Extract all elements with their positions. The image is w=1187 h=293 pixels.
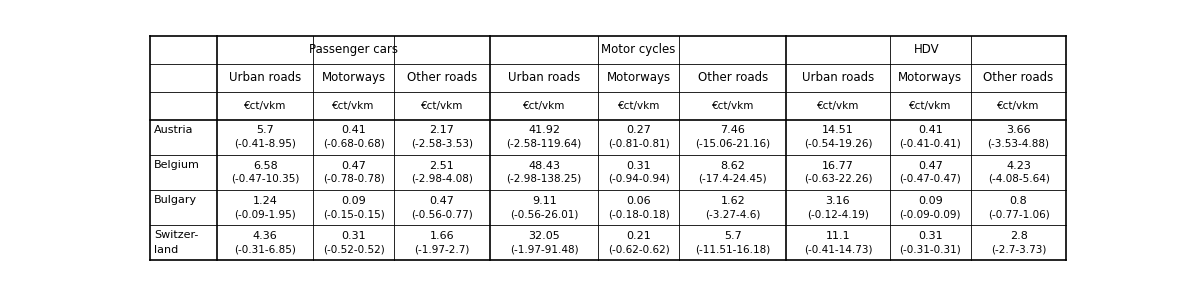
Text: 2.17: 2.17 <box>430 125 455 135</box>
Text: (-0.62-0.62): (-0.62-0.62) <box>608 244 669 254</box>
Text: €ct/vkm: €ct/vkm <box>817 101 859 111</box>
Text: 0.31: 0.31 <box>627 161 652 171</box>
Text: (-0.81-0.81): (-0.81-0.81) <box>608 139 669 149</box>
Text: (-0.78-0.78): (-0.78-0.78) <box>323 174 385 184</box>
Text: (-2.58-119.64): (-2.58-119.64) <box>507 139 582 149</box>
Text: HDV: HDV <box>914 43 939 56</box>
Text: 2.8: 2.8 <box>1010 231 1028 241</box>
Text: 0.27: 0.27 <box>627 125 652 135</box>
Text: 48.43: 48.43 <box>528 161 560 171</box>
Text: 0.41: 0.41 <box>341 125 366 135</box>
Text: Other roads: Other roads <box>407 71 477 84</box>
Text: €ct/vkm: €ct/vkm <box>997 101 1040 111</box>
Text: 0.31: 0.31 <box>342 231 366 241</box>
Text: (-11.51-16.18): (-11.51-16.18) <box>696 244 770 254</box>
Text: 32.05: 32.05 <box>528 231 560 241</box>
Text: 6.58: 6.58 <box>253 161 278 171</box>
Text: Passenger cars: Passenger cars <box>309 43 398 56</box>
Text: (-4.08-5.64): (-4.08-5.64) <box>988 174 1049 184</box>
Text: (-0.68-0.68): (-0.68-0.68) <box>323 139 385 149</box>
Text: Other roads: Other roads <box>698 71 768 84</box>
Text: 1.62: 1.62 <box>721 196 745 206</box>
Text: 0.47: 0.47 <box>918 161 942 171</box>
Text: (-0.54-19.26): (-0.54-19.26) <box>804 139 872 149</box>
Text: (-2.58-3.53): (-2.58-3.53) <box>411 139 472 149</box>
Text: 4.36: 4.36 <box>253 231 278 241</box>
Text: €ct/vkm: €ct/vkm <box>245 101 286 111</box>
Text: 8.62: 8.62 <box>721 161 745 171</box>
Text: 0.09: 0.09 <box>341 196 366 206</box>
Text: €ct/vkm: €ct/vkm <box>523 101 565 111</box>
Text: Belgium: Belgium <box>154 160 199 170</box>
Text: Urban roads: Urban roads <box>801 71 874 84</box>
Text: 11.1: 11.1 <box>826 231 850 241</box>
Text: 7.46: 7.46 <box>721 125 745 135</box>
Text: 16.77: 16.77 <box>821 161 853 171</box>
Text: (-0.77-1.06): (-0.77-1.06) <box>988 209 1049 219</box>
Text: (-0.41-14.73): (-0.41-14.73) <box>804 244 872 254</box>
Text: (-0.18-0.18): (-0.18-0.18) <box>608 209 669 219</box>
Text: 0.47: 0.47 <box>430 196 455 206</box>
Text: (-1.97-2.7): (-1.97-2.7) <box>414 244 470 254</box>
Text: (-15.06-21.16): (-15.06-21.16) <box>696 139 770 149</box>
Text: Urban roads: Urban roads <box>229 71 301 84</box>
Text: €ct/vkm: €ct/vkm <box>420 101 463 111</box>
Text: (-0.31-6.85): (-0.31-6.85) <box>234 244 297 254</box>
Text: (-0.56-26.01): (-0.56-26.01) <box>510 209 578 219</box>
Text: 0.8: 0.8 <box>1010 196 1028 206</box>
Text: (-0.52-0.52): (-0.52-0.52) <box>323 244 385 254</box>
Text: (-3.27-4.6): (-3.27-4.6) <box>705 209 761 219</box>
Text: 2.51: 2.51 <box>430 161 455 171</box>
Text: (-0.09-0.09): (-0.09-0.09) <box>900 209 961 219</box>
Text: (-0.47-0.47): (-0.47-0.47) <box>900 174 961 184</box>
Text: Urban roads: Urban roads <box>508 71 580 84</box>
Text: 0.09: 0.09 <box>918 196 942 206</box>
Text: (-0.12-4.19): (-0.12-4.19) <box>807 209 869 219</box>
Text: 9.11: 9.11 <box>532 196 557 206</box>
Text: (-0.94-0.94): (-0.94-0.94) <box>608 174 669 184</box>
Text: 0.31: 0.31 <box>918 231 942 241</box>
Text: land: land <box>154 245 178 255</box>
Text: €ct/vkm: €ct/vkm <box>909 101 952 111</box>
Text: Switzer-: Switzer- <box>154 230 198 240</box>
Text: 41.92: 41.92 <box>528 125 560 135</box>
Text: 0.47: 0.47 <box>341 161 366 171</box>
Text: 1.24: 1.24 <box>253 196 278 206</box>
Text: €ct/vkm: €ct/vkm <box>332 101 375 111</box>
Text: 3.16: 3.16 <box>826 196 850 206</box>
Text: (-0.15-0.15): (-0.15-0.15) <box>323 209 385 219</box>
Text: €ct/vkm: €ct/vkm <box>617 101 660 111</box>
Text: (-17.4-24.45): (-17.4-24.45) <box>698 174 767 184</box>
Text: 0.41: 0.41 <box>918 125 942 135</box>
Text: (-0.31-0.31): (-0.31-0.31) <box>900 244 961 254</box>
Text: Motorways: Motorways <box>322 71 386 84</box>
Text: (-0.56-0.77): (-0.56-0.77) <box>411 209 472 219</box>
Text: (-3.53-4.88): (-3.53-4.88) <box>988 139 1049 149</box>
Text: (-1.97-91.48): (-1.97-91.48) <box>510 244 578 254</box>
Text: 5.7: 5.7 <box>724 231 742 241</box>
Text: (-2.98-138.25): (-2.98-138.25) <box>507 174 582 184</box>
Text: (-0.09-1.95): (-0.09-1.95) <box>234 209 296 219</box>
Text: Motor cycles: Motor cycles <box>601 43 675 56</box>
Text: Motorways: Motorways <box>899 71 963 84</box>
Text: 14.51: 14.51 <box>823 125 853 135</box>
Text: 4.23: 4.23 <box>1007 161 1032 171</box>
Text: Bulgary: Bulgary <box>154 195 197 205</box>
Text: (-0.47-10.35): (-0.47-10.35) <box>231 174 299 184</box>
Text: 5.7: 5.7 <box>256 125 274 135</box>
Text: €ct/vkm: €ct/vkm <box>711 101 754 111</box>
Text: 1.66: 1.66 <box>430 231 455 241</box>
Text: (-0.41-0.41): (-0.41-0.41) <box>900 139 961 149</box>
Text: (-0.41-8.95): (-0.41-8.95) <box>234 139 297 149</box>
Text: Motorways: Motorways <box>607 71 671 84</box>
Text: Other roads: Other roads <box>984 71 1054 84</box>
Text: 3.66: 3.66 <box>1007 125 1030 135</box>
Text: Austria: Austria <box>154 125 193 135</box>
Text: (-0.63-22.26): (-0.63-22.26) <box>804 174 872 184</box>
Text: 0.21: 0.21 <box>627 231 652 241</box>
Text: (-2.7-3.73): (-2.7-3.73) <box>991 244 1046 254</box>
Text: 0.06: 0.06 <box>627 196 652 206</box>
Text: (-2.98-4.08): (-2.98-4.08) <box>411 174 472 184</box>
